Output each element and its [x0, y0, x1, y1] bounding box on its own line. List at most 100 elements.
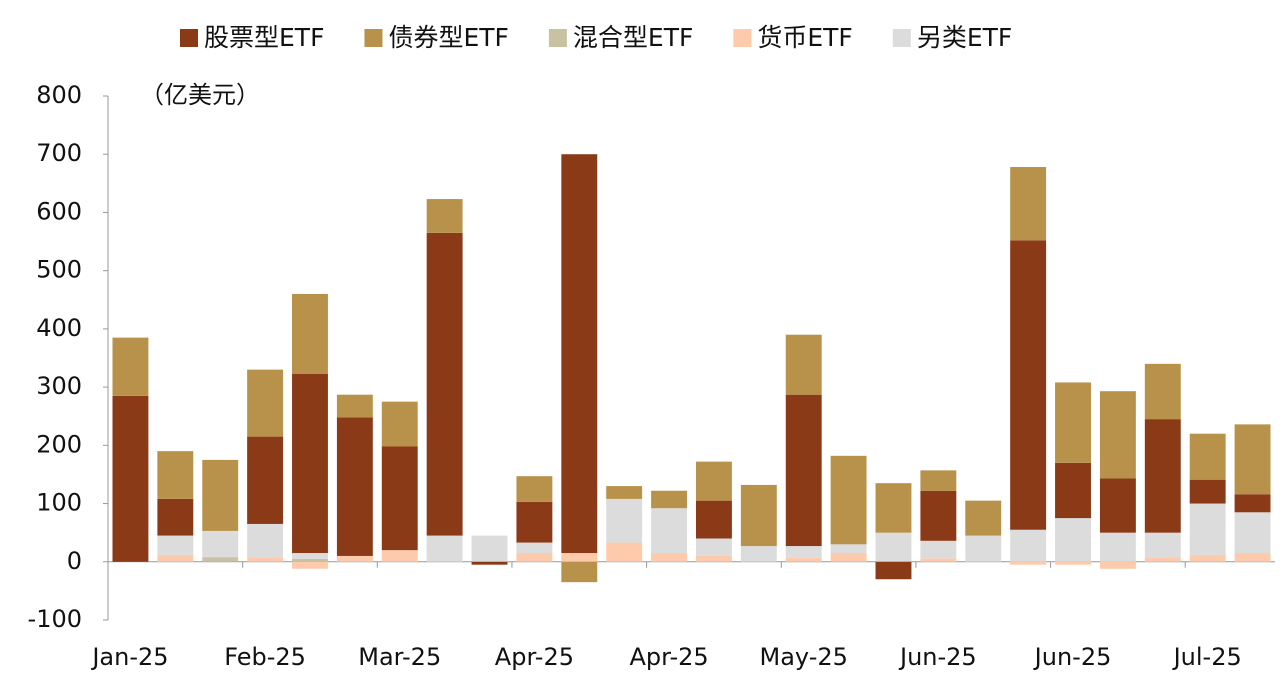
y-tick-label: 200: [36, 430, 82, 458]
bar-segment: [561, 553, 598, 562]
bar-segment: [471, 561, 508, 565]
legend-label: 债券型ETF: [388, 23, 508, 52]
bar-segment: [606, 498, 643, 543]
bar-segment: [471, 535, 508, 562]
y-tick-label: -100: [28, 605, 82, 633]
bar-segment: [292, 553, 328, 559]
bar-segment: [516, 476, 553, 502]
bar-segment: [292, 558, 328, 562]
bar-segment: [1189, 503, 1226, 555]
bar-segment: [830, 544, 867, 554]
bar-segment: [1010, 167, 1047, 241]
bar-segment: [247, 369, 284, 437]
legend-swatch: [892, 29, 911, 47]
bar-segment: [292, 293, 328, 374]
bar-segment: [1099, 532, 1136, 562]
unit-label: （亿美元）: [140, 81, 260, 109]
bar-segment: [785, 557, 822, 562]
x-tick-label: Apr-25: [495, 643, 574, 671]
bar-segment: [1055, 561, 1091, 565]
y-tick-label: 600: [36, 197, 82, 225]
bar-segment: [695, 538, 732, 556]
x-tick-label: Jan-25: [90, 643, 168, 671]
bar-segment: [202, 557, 239, 562]
y-tick-label: 800: [36, 81, 82, 109]
bar-segment: [516, 501, 553, 543]
bar-segment: [157, 498, 194, 536]
y-tick-label: 100: [36, 489, 82, 517]
bar-segment: [157, 535, 194, 555]
bar-segment: [606, 542, 643, 562]
bar-segment: [426, 199, 463, 233]
bar-segment: [785, 546, 822, 558]
bar-segment: [1144, 532, 1181, 558]
bar-segment: [920, 470, 957, 491]
bar-segment: [1010, 240, 1047, 530]
y-tick-label: 300: [36, 372, 82, 400]
bar-segment: [606, 486, 643, 499]
bar-segment: [651, 490, 688, 509]
x-tick-label: Jun-25: [898, 643, 977, 671]
bar-segment: [112, 337, 149, 396]
bar-segment: [965, 500, 1002, 536]
bar-segment: [1144, 363, 1181, 420]
bar-segment: [695, 500, 732, 539]
bar-segment: [651, 508, 688, 554]
bar-segment: [1234, 424, 1271, 495]
legend-label: 股票型ETF: [204, 23, 324, 52]
bar-segment: [1234, 553, 1271, 562]
bar-segment: [516, 553, 553, 562]
bar-segment: [202, 530, 239, 558]
bar-segment: [965, 535, 1002, 562]
bar-segment: [920, 540, 957, 559]
bar-segment: [740, 484, 777, 547]
bar-segment: [202, 459, 239, 531]
bar-segment: [426, 232, 463, 536]
y-tick-label: 400: [36, 314, 82, 342]
bar-segment: [1099, 478, 1136, 533]
x-tick-label: Jul-25: [1172, 643, 1242, 671]
bar-segment: [1189, 433, 1226, 480]
x-tick-label: Apr-25: [629, 643, 708, 671]
bar-segment: [292, 373, 328, 554]
x-tick-label: Jun-25: [1033, 643, 1112, 671]
bar-segment: [112, 395, 149, 562]
bar-segment: [1099, 391, 1136, 479]
y-tick-label: 0: [67, 547, 82, 575]
x-tick-label: May-25: [760, 643, 848, 671]
bar-segment: [1055, 462, 1091, 519]
bar-segment: [1144, 419, 1181, 533]
bar-segment: [247, 436, 284, 524]
bar-segment: [740, 546, 777, 562]
bar-segment: [651, 553, 688, 562]
bar-segment: [1099, 561, 1136, 569]
legend-swatch: [548, 29, 567, 47]
bar-segment: [561, 154, 598, 554]
bar-segment: [875, 483, 912, 533]
bar-segment: [1010, 561, 1047, 565]
bar-segment: [1189, 554, 1226, 562]
bar-segment: [1189, 479, 1226, 504]
bar-segment: [292, 561, 328, 569]
bar-segment: [920, 558, 957, 562]
bar-segment: [516, 542, 553, 554]
legend-swatch: [733, 29, 752, 47]
bar-segment: [1234, 512, 1271, 554]
bar-segment: [875, 561, 912, 580]
bar-segment: [1055, 518, 1091, 562]
legend-label: 货币ETF: [757, 23, 852, 52]
bar-segment: [695, 555, 732, 562]
bar-segment: [336, 394, 373, 418]
legend-label: 混合型ETF: [573, 23, 693, 52]
bar-segment: [830, 553, 867, 562]
bar-segment: [785, 394, 822, 547]
legend-swatch: [180, 29, 198, 47]
bar-segment: [381, 446, 418, 551]
legend-swatch: [364, 29, 383, 47]
bar-segment: [920, 490, 957, 541]
bar-segment: [785, 334, 822, 395]
bar-segment: [1010, 529, 1047, 562]
y-tick-label: 700: [36, 139, 82, 167]
bar-segment: [157, 554, 194, 562]
